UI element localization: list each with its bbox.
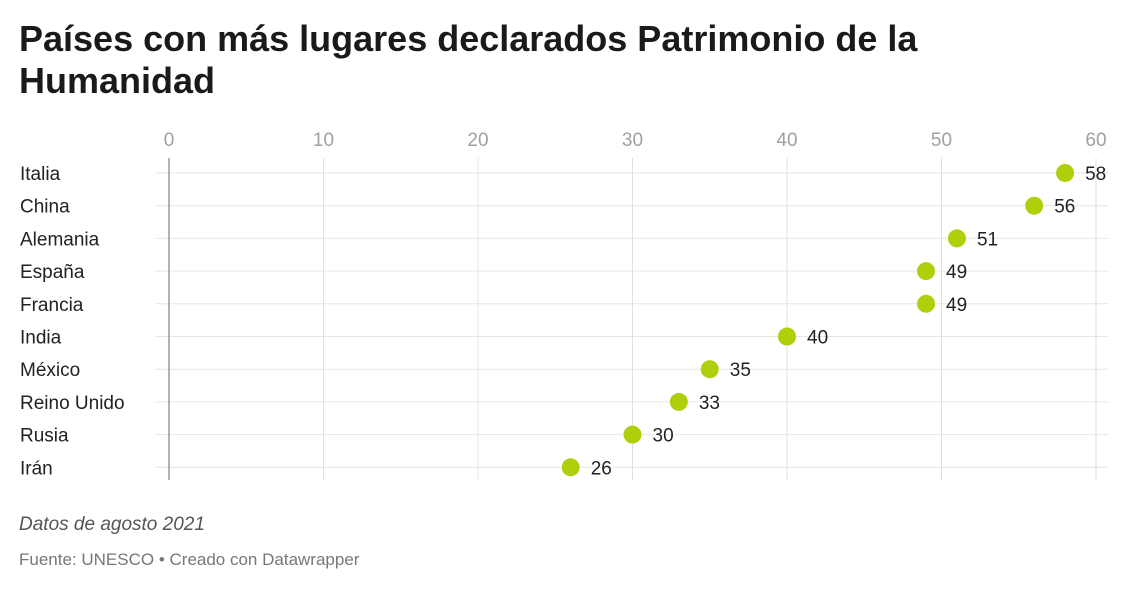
value-label: 40 <box>807 328 828 349</box>
row-label: China <box>20 197 70 218</box>
x-axis-tick-labels: 0 10 20 30 40 50 60 <box>164 130 1107 151</box>
x-tick-label: 10 <box>313 130 334 151</box>
data-point <box>1025 196 1044 215</box>
value-labels: 58 56 51 49 49 40 35 33 30 26 <box>591 164 1107 479</box>
dot-plot-chart: 0 10 20 30 40 50 60 Italia China Alemania España F… <box>20 130 1108 480</box>
data-point <box>778 327 796 346</box>
row-label: Rusia <box>20 426 69 447</box>
x-tick-label: 50 <box>931 130 952 151</box>
data-point <box>561 458 580 477</box>
row-label: Irán <box>20 458 53 479</box>
x-tick-label: 40 <box>776 130 797 151</box>
row-label: España <box>20 262 85 283</box>
data-point <box>700 360 719 379</box>
value-label: 30 <box>653 426 674 447</box>
x-tick-label: 60 <box>1085 130 1106 151</box>
row-label: México <box>20 360 80 381</box>
value-label: 56 <box>1054 197 1075 218</box>
row-label: India <box>20 328 62 349</box>
data-date-note: Datos de agosto 2021 <box>19 514 205 535</box>
data-point <box>669 392 688 411</box>
data-point <box>947 229 966 248</box>
data-point <box>917 262 936 281</box>
x-tick-label: 0 <box>164 130 175 151</box>
value-label: 26 <box>591 458 612 479</box>
value-label: 35 <box>730 360 751 381</box>
data-point <box>1056 164 1075 182</box>
x-tick-label: 30 <box>622 130 643 151</box>
value-label: 49 <box>946 295 967 316</box>
source-footer: Fuente: UNESCO • Creado con Datawrapper <box>19 550 360 569</box>
row-label: Alemania <box>20 229 100 250</box>
data-points <box>561 164 1075 477</box>
row-label: Italia <box>20 164 61 185</box>
row-label: Reino Unido <box>20 393 125 414</box>
data-point <box>623 425 642 444</box>
data-point <box>917 294 936 313</box>
grid-lines <box>155 158 1108 480</box>
x-tick-label: 20 <box>467 130 488 151</box>
value-label: 49 <box>946 262 967 283</box>
row-labels: Italia China Alemania España Francia India Méx… <box>20 164 125 479</box>
value-label: 51 <box>977 229 998 250</box>
chart-title: Países con más lugares declarados Patrim… <box>19 18 918 101</box>
value-label: 33 <box>699 393 720 414</box>
row-label: Francia <box>20 295 84 316</box>
value-label: 58 <box>1085 164 1106 185</box>
